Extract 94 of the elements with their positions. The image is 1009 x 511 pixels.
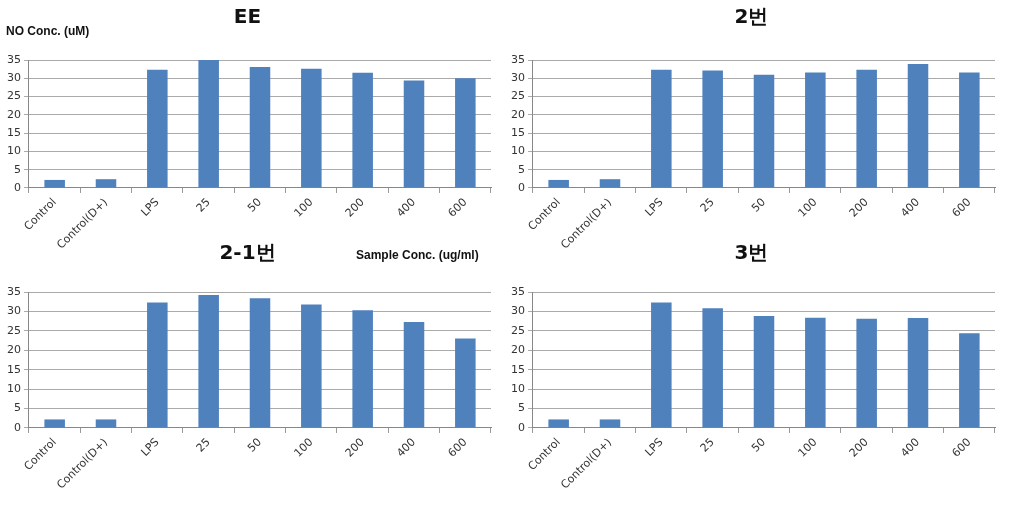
y-tick-label: 10 <box>511 144 525 158</box>
bar <box>702 70 723 188</box>
bar <box>856 318 877 428</box>
y-tick-label: 25 <box>7 89 21 103</box>
y-tick-label: 20 <box>7 107 21 121</box>
y-tick-label: 0 <box>518 420 525 434</box>
bar <box>198 295 219 428</box>
bar <box>599 419 621 428</box>
x-axis-title: Sample Conc. (ug/ml) <box>356 248 479 262</box>
bar <box>301 304 322 428</box>
x-tick-label: 50 <box>245 435 265 455</box>
y-tick-label: 20 <box>511 107 525 121</box>
y-tick-label: 0 <box>518 180 525 194</box>
bar <box>352 72 373 188</box>
chart-title: EE <box>233 4 262 29</box>
chart-title: 3번 <box>734 240 769 265</box>
y-tick-label: 10 <box>7 144 21 158</box>
bar <box>753 316 775 428</box>
bar <box>455 78 476 188</box>
y-tick-label: 25 <box>7 323 21 337</box>
y-tick-label: 0 <box>14 420 21 434</box>
y-tick-label: 20 <box>511 343 525 357</box>
bar <box>403 321 425 428</box>
bar <box>147 302 168 428</box>
x-tick-label: 25 <box>193 195 213 215</box>
x-tick-label: LPS <box>642 195 666 219</box>
bar <box>805 72 826 188</box>
bar <box>95 419 117 428</box>
x-tick-label: 400 <box>898 435 923 460</box>
y-tick-label: 10 <box>511 381 525 395</box>
bar <box>702 308 723 428</box>
bar <box>548 179 569 188</box>
x-tick-label: 600 <box>949 195 974 220</box>
y-tick-label: 5 <box>518 162 525 176</box>
x-tick-label: LPS <box>138 195 162 219</box>
x-tick-label: 600 <box>445 195 470 220</box>
bar <box>651 69 672 188</box>
bar <box>403 80 425 188</box>
bar <box>44 419 65 428</box>
y-tick-label: 5 <box>14 401 21 415</box>
y-tick-label: 15 <box>7 362 21 376</box>
bar <box>455 338 476 428</box>
x-tick-label: 50 <box>749 435 769 455</box>
bar <box>651 302 672 428</box>
y-tick-label: 5 <box>14 162 21 176</box>
bar <box>198 60 219 188</box>
x-tick-label: 25 <box>697 195 717 215</box>
y-tick-label: 35 <box>7 284 21 298</box>
y-tick-label: 10 <box>7 381 21 395</box>
x-tick-label: LPS <box>138 435 162 459</box>
bar <box>907 318 929 428</box>
y-tick-label: 0 <box>14 180 21 194</box>
y-tick-label: 35 <box>7 52 21 66</box>
x-tick-label: 50 <box>245 195 265 215</box>
y-tick-label: 25 <box>511 323 525 337</box>
chart-title: 2번 <box>734 4 769 29</box>
y-tick-label: 15 <box>511 362 525 376</box>
bar <box>44 179 65 188</box>
y-tick-label: 30 <box>511 71 525 85</box>
y-tick-label: 25 <box>511 89 525 103</box>
x-tick-label: 400 <box>898 195 923 220</box>
y-tick-label: 35 <box>511 284 525 298</box>
y-axis-title: NO Conc. (uM) <box>6 24 90 38</box>
y-tick-label: 15 <box>7 125 21 139</box>
x-tick-label: 600 <box>949 435 974 460</box>
y-tick-label: 20 <box>7 343 21 357</box>
bar <box>147 69 168 188</box>
bar <box>856 69 877 188</box>
x-tick-label: 400 <box>394 435 419 460</box>
bar <box>352 310 373 428</box>
y-tick-label: 30 <box>511 304 525 318</box>
bar <box>753 74 775 188</box>
y-tick-label: 5 <box>518 401 525 415</box>
x-tick-label: 50 <box>749 195 769 215</box>
bar <box>301 68 322 188</box>
bar <box>599 179 621 188</box>
chart-title: 2-1번 <box>219 240 276 265</box>
y-tick-label: 35 <box>511 52 525 66</box>
bar <box>548 419 569 428</box>
bar <box>959 72 980 188</box>
x-tick-label: 400 <box>394 195 419 220</box>
y-tick-label: 15 <box>511 125 525 139</box>
x-tick-label: LPS <box>642 435 666 459</box>
x-tick-label: 25 <box>193 435 213 455</box>
x-tick-label: 600 <box>445 435 470 460</box>
bar <box>249 298 271 428</box>
y-tick-label: 30 <box>7 304 21 318</box>
x-tick-label: 25 <box>697 435 717 455</box>
y-tick-label: 30 <box>7 71 21 85</box>
bar <box>249 66 271 188</box>
bar <box>959 333 980 428</box>
bar <box>95 179 117 188</box>
bar <box>805 317 826 428</box>
bar <box>907 64 929 188</box>
